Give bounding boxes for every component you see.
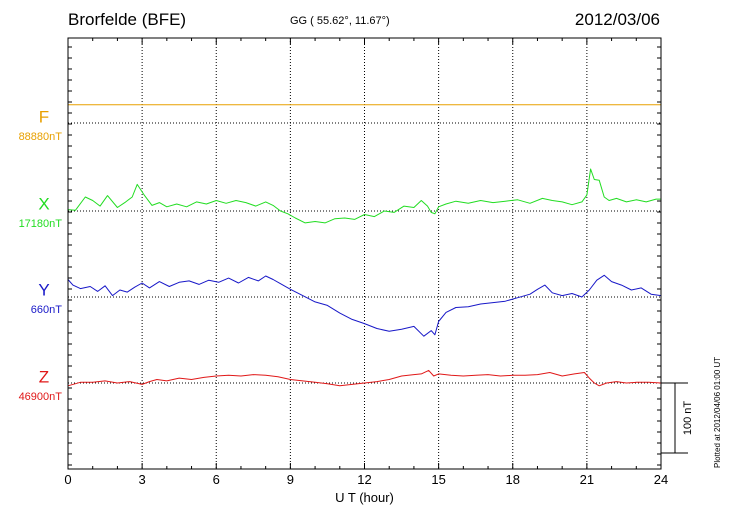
scale-bar-label: 100 nT: [682, 401, 694, 436]
x-tick-label-24: 24: [654, 472, 668, 487]
baseline-value-z: 46900nT: [19, 391, 63, 403]
x-tick-label-12: 12: [357, 472, 371, 487]
series-label-y: Y: [38, 280, 49, 299]
x-tick-label-21: 21: [580, 472, 594, 487]
x-tick-label-9: 9: [287, 472, 294, 487]
series-line-y: [67, 274, 662, 337]
coordinates-label: GG ( 55.62°, 11.67°): [290, 15, 390, 27]
series-label-f: F: [39, 107, 49, 126]
x-tick-label-0: 0: [64, 472, 71, 487]
baseline-value-y: 660nT: [31, 304, 62, 316]
x-tick-label-6: 6: [213, 472, 220, 487]
series-label-z: Z: [39, 367, 49, 386]
series-line-x: [67, 168, 661, 224]
baseline-value-f: 88880nT: [19, 131, 63, 143]
x-tick-label-3: 3: [139, 472, 146, 487]
x-axis-label: U T (hour): [335, 490, 394, 505]
series-line-z: [67, 369, 662, 387]
baseline-value-x: 17180nT: [19, 218, 63, 230]
x-tick-label-15: 15: [431, 472, 445, 487]
series-label-x: X: [38, 194, 49, 213]
station-title: Brorfelde (BFE): [68, 10, 187, 29]
x-tick-label-18: 18: [506, 472, 520, 487]
date-label: 2012/03/06: [574, 10, 660, 29]
